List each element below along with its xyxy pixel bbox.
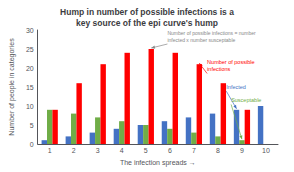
svg-text:infected x number susceptable: infected x number susceptable [167,37,235,43]
svg-text:30: 30 [26,27,34,34]
svg-text:Hump in number of possible inf: Hump in number of possible infections is… [60,7,234,17]
svg-text:7: 7 [192,147,196,154]
svg-text:8: 8 [216,147,220,154]
svg-text:2: 2 [72,147,76,154]
svg-text:Infected: Infected [226,84,246,90]
svg-text:Number of people in categories: Number of people in categories [8,38,16,136]
svg-text:Number of possible: Number of possible [207,59,254,65]
svg-text:0: 0 [30,141,34,148]
svg-text:15: 15 [26,84,34,91]
svg-text:10: 10 [262,147,270,154]
svg-text:Susceptable: Susceptable [231,97,261,103]
svg-text:key source of the epi curve's: key source of the epi curve's hump [76,18,218,28]
svg-text:9: 9 [240,147,244,154]
svg-text:6: 6 [168,147,172,154]
svg-text:Number of possible infections: Number of possible infections = number [167,30,256,36]
svg-text:5: 5 [144,147,148,154]
svg-text:10: 10 [26,103,34,110]
svg-text:25: 25 [26,46,34,53]
svg-text:5: 5 [30,122,34,129]
svg-text:3: 3 [96,147,100,154]
svg-text:The infection spreads →: The infection spreads → [120,159,196,167]
svg-text:20: 20 [26,65,34,72]
svg-text:4: 4 [120,147,124,154]
svg-text:1: 1 [48,147,52,154]
svg-text:infections: infections [207,66,230,72]
